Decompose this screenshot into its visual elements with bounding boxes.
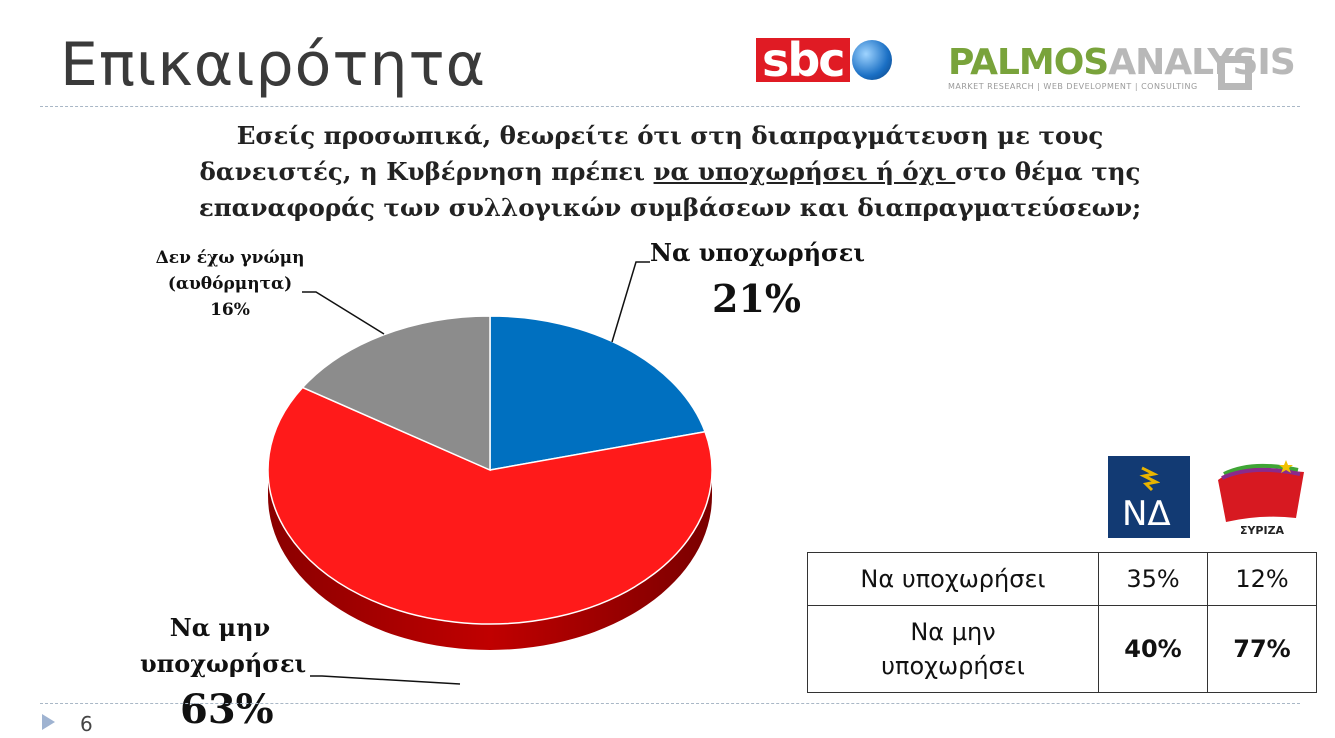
syriza-logo-text: ΣΥΡΙΖΑ (1239, 524, 1285, 537)
page-arrow-icon (42, 714, 55, 730)
table-cell-syriza: 77% (1207, 605, 1317, 693)
pie-slices (267, 315, 713, 625)
pie-slice-no-opinion (301, 315, 491, 472)
pie-side-3d (268, 470, 712, 650)
footer-divider (40, 703, 1300, 704)
table-row: Να μην υποχωρήσει 40% 77% (807, 605, 1317, 693)
palmos-logo-subtitle: MARKET RESEARCH | WEB DEVELOPMENT | CONS… (948, 82, 1198, 91)
sbc-logo-text: sbc (756, 37, 850, 83)
table-cell-syriza: 12% (1207, 552, 1317, 606)
leader-line-yes (611, 261, 650, 343)
table-cell-label: Να μην υποχωρήσει (807, 605, 1099, 693)
slice-label-yield: Να υποχωρήσει (650, 238, 865, 267)
torch-icon (1139, 466, 1160, 492)
palmos-logo-text: PALMOS (948, 42, 1109, 83)
slide-title: Επικαιρότητα (60, 30, 487, 100)
globe-icon (851, 40, 892, 80)
page-number: 6 (80, 712, 93, 736)
palmos-analysis-logo: PALMOSANALYSIS MARKET RESEARCH | WEB DEV… (948, 42, 1296, 92)
syriza-party-logo: ΣΥΡΙΖΑ (1212, 456, 1308, 540)
sbc-logo: sbc (756, 37, 892, 83)
slice-label-no-opinion-line2: (αυθόρμητα) (167, 274, 293, 294)
nd-logo-text: ΝΔ (1122, 494, 1171, 534)
leader-line-no (310, 675, 461, 685)
syriza-flag-icon (1218, 460, 1304, 522)
question-underlined: να υποχωρήσει ή όχι (653, 157, 956, 186)
table-row: Να υποχωρήσει 35% 12% (807, 552, 1317, 606)
question-part-1: Εσείς προσωπικά, θεωρείτε ότι στη διαπρα… (199, 121, 1104, 186)
table-cell-label-line1: Να μην (910, 618, 996, 646)
header-divider (40, 106, 1300, 107)
pie-slice-yield (489, 315, 707, 471)
survey-question: Εσείς προσωπικά, θεωρείτε ότι στη διαπρα… (170, 118, 1170, 226)
slice-value-yield: 21% (712, 276, 801, 321)
table-cell-nd: 40% (1098, 605, 1208, 693)
analysis-logo-text: ANALYSIS (1108, 42, 1296, 83)
pie-slice-not-yield (267, 386, 713, 625)
leader-line-dk (302, 291, 385, 335)
palmos-square-icon (1218, 56, 1252, 90)
slice-label-no-opinion: Δεν έχω γνώμη (αυθόρμητα) 16% (140, 245, 320, 323)
nd-party-logo: ΝΔ (1108, 456, 1190, 538)
leader-lines (302, 261, 650, 685)
slice-label-no-opinion-line1: Δεν έχω γνώμη (155, 248, 305, 268)
table-cell-nd: 35% (1098, 552, 1208, 606)
table-cell-label-line2: υποχωρήσει (881, 652, 1025, 680)
slice-value-not-yield: 63% (180, 686, 274, 733)
slice-value-no-opinion: 16% (210, 300, 250, 320)
slice-label-not-yield: Να μην υποχωρήσει (140, 613, 307, 678)
pie-slice-not-yield-side (268, 470, 712, 650)
table-cell-label: Να υποχωρήσει (807, 552, 1099, 606)
party-breakdown-table: Να υποχωρήσει 35% 12% Να μην υποχωρήσει … (807, 552, 1317, 693)
question-part-2: στο θέμα της επαναφοράς των συλλογικών σ… (198, 157, 1142, 222)
